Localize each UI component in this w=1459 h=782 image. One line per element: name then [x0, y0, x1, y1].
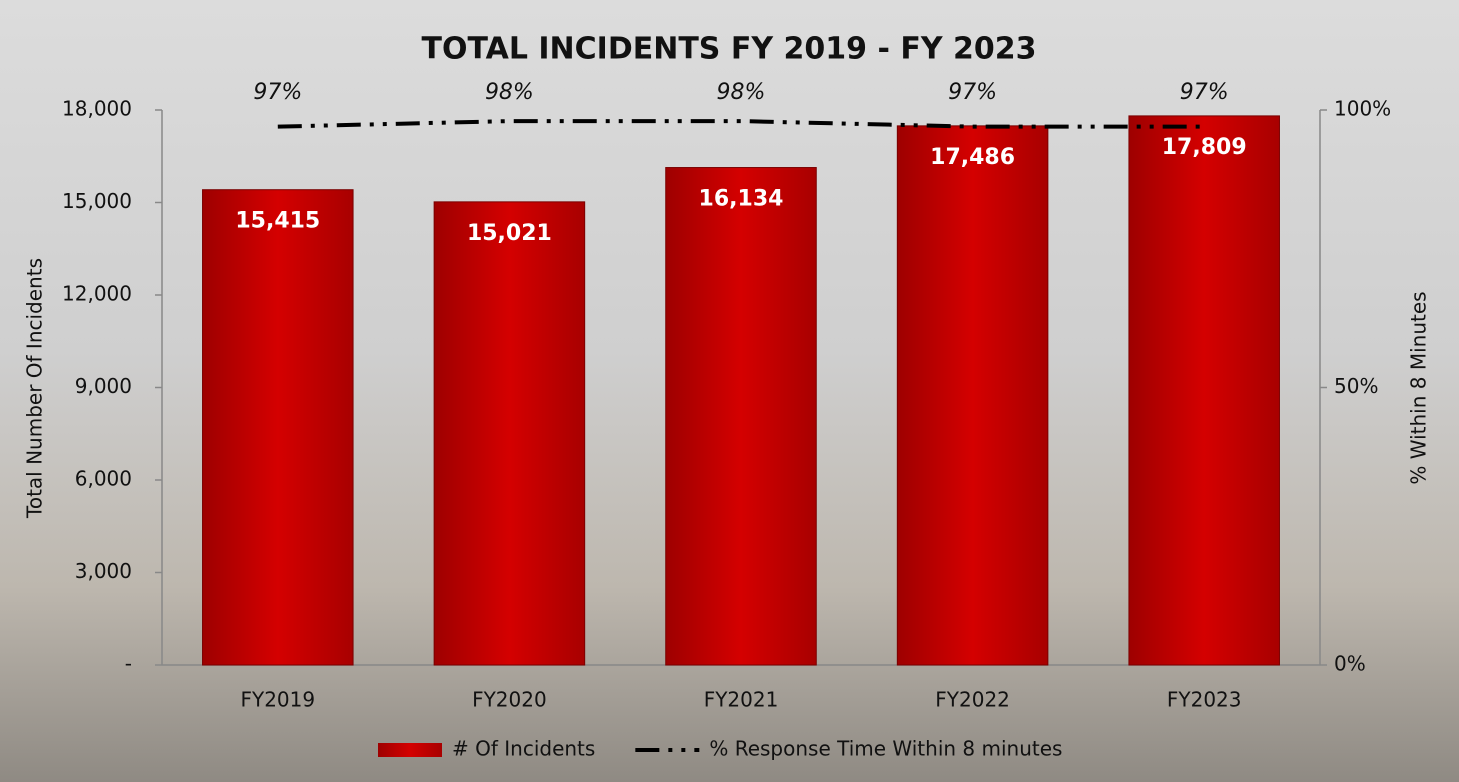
y2-tick-label: 50%	[1334, 374, 1378, 398]
x-tick-label: FY2021	[704, 688, 779, 712]
y-tick-label: 3,000	[75, 559, 132, 583]
y-tick-label: -	[125, 652, 132, 676]
line-value-label: 97%	[948, 80, 997, 105]
y2-tick-label: 100%	[1334, 97, 1391, 121]
y2-tick-label: 0%	[1334, 652, 1366, 676]
x-tick-label: FY2019	[240, 688, 315, 712]
page: {"chart_data": {"type": "bar", "title": …	[0, 0, 1459, 782]
line-value-label: 98%	[485, 80, 534, 105]
y-tick-label: 6,000	[75, 467, 132, 491]
bar-value-label: 17,809	[1162, 135, 1247, 160]
x-tick-label: FY2022	[935, 688, 1010, 712]
y-axis-title: Total Number Of Incidents	[23, 258, 47, 519]
chart-title: TOTAL INCIDENTS FY 2019 - FY 2023	[422, 32, 1037, 67]
bar	[434, 202, 585, 665]
y-tick-label: 12,000	[62, 282, 132, 306]
y-tick-label: 9,000	[75, 374, 132, 398]
y-tick-label: 15,000	[62, 189, 132, 213]
x-tick-label: FY2020	[472, 688, 547, 712]
legend-swatch	[378, 743, 442, 757]
line-value-label: 98%	[717, 80, 766, 105]
bar-value-label: 15,415	[235, 209, 320, 234]
y2-axis-title: % Within 8 Minutes	[1407, 291, 1431, 484]
line-value-label: 97%	[253, 80, 302, 105]
bar-value-label: 17,486	[930, 145, 1015, 170]
bar	[1129, 116, 1280, 665]
bar-value-label: 16,134	[699, 187, 784, 212]
bar	[203, 190, 354, 665]
legend-label: % Response Time Within 8 minutes	[709, 737, 1062, 761]
y-tick-label: 18,000	[62, 97, 132, 121]
legend-label: # Of Incidents	[452, 737, 595, 761]
bar	[897, 126, 1048, 665]
bar-value-label: 15,021	[467, 221, 552, 246]
chart: TOTAL INCIDENTS FY 2019 - FY 2023 Total …	[0, 0, 1459, 782]
bar	[666, 168, 817, 665]
line-value-label: 97%	[1180, 80, 1229, 105]
x-tick-label: FY2023	[1167, 688, 1242, 712]
